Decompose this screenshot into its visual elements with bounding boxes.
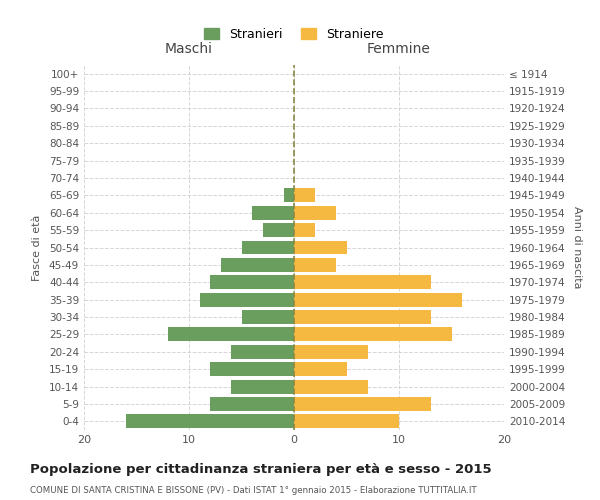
Text: Maschi: Maschi — [165, 42, 213, 56]
Bar — [210, 362, 294, 376]
Bar — [294, 223, 315, 237]
Bar — [168, 328, 294, 342]
Bar — [294, 206, 336, 220]
Text: Popolazione per cittadinanza straniera per età e sesso - 2015: Popolazione per cittadinanza straniera p… — [30, 462, 491, 475]
Y-axis label: Anni di nascita: Anni di nascita — [572, 206, 582, 289]
Bar — [294, 276, 431, 289]
Bar — [294, 328, 452, 342]
Bar — [210, 397, 294, 411]
Bar — [294, 397, 431, 411]
Bar — [199, 292, 294, 306]
Text: Femmine: Femmine — [367, 42, 431, 56]
Bar — [126, 414, 294, 428]
Bar — [294, 345, 367, 358]
Bar — [294, 240, 347, 254]
Bar — [294, 414, 399, 428]
Text: COMUNE DI SANTA CRISTINA E BISSONE (PV) - Dati ISTAT 1° gennaio 2015 - Elaborazi: COMUNE DI SANTA CRISTINA E BISSONE (PV) … — [30, 486, 476, 495]
Bar — [210, 276, 294, 289]
Bar — [294, 188, 315, 202]
Bar — [241, 240, 294, 254]
Legend: Stranieri, Straniere: Stranieri, Straniere — [200, 24, 388, 44]
Bar — [294, 380, 367, 394]
Bar — [294, 362, 347, 376]
Bar — [284, 188, 294, 202]
Bar — [241, 310, 294, 324]
Bar — [231, 380, 294, 394]
Bar — [263, 223, 294, 237]
Bar — [221, 258, 294, 272]
Bar — [294, 292, 462, 306]
Bar — [294, 258, 336, 272]
Bar — [252, 206, 294, 220]
Bar — [294, 310, 431, 324]
Y-axis label: Fasce di età: Fasce di età — [32, 214, 42, 280]
Bar — [231, 345, 294, 358]
